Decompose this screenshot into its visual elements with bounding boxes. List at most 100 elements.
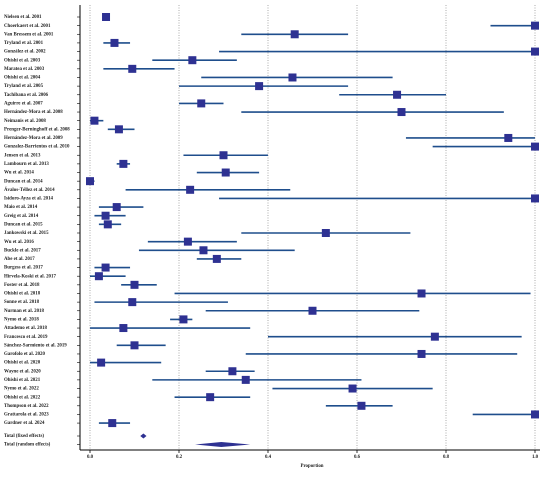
point-estimate <box>531 194 539 203</box>
study-label: Thompson et al. 2022 <box>4 404 49 409</box>
point-estimate <box>348 384 357 393</box>
point-estimate <box>179 315 188 324</box>
study-label: Hirvela-Koski et al. 2017 <box>4 274 56 279</box>
study-label: Burgess et al. 2017 <box>4 266 43 271</box>
summary-label: Total (random effects) <box>4 443 51 448</box>
study-label: Prenger-Berninghoff et al. 2008 <box>4 127 70 132</box>
study-label: Duncan et al. 2015 <box>4 222 43 227</box>
point-estimate <box>97 358 106 367</box>
study-label: Choerkaert et al. 2001 <box>4 24 51 29</box>
x-tick-label: 0.8 <box>443 455 450 460</box>
study-label: Tryland et al. 2005 <box>4 84 44 89</box>
study-label: Ohishi et al. 2003 <box>4 58 41 63</box>
study-label: Attademo et al. 2018 <box>4 326 47 331</box>
point-estimate <box>199 246 208 255</box>
study-label: Ohishi et al. 2021 <box>4 378 41 383</box>
summary-label: Total (fixed effects) <box>4 434 44 439</box>
study-label: Foster et al. 2018 <box>4 283 40 288</box>
study-label: Nymo et al. 2022 <box>4 387 39 392</box>
study-label: Tryland et al. 2001 <box>4 41 44 46</box>
point-estimate <box>206 393 215 402</box>
study-label: Ohishi et al. 2022 <box>4 395 41 400</box>
x-tick-label: 0.4 <box>265 455 272 460</box>
study-label: Nymo et al. 2018 <box>4 318 39 323</box>
study-label: Van Bressem et al. 2001 <box>4 32 54 37</box>
study-label: Wu et al. 2016 <box>4 240 34 245</box>
point-estimate <box>531 142 539 151</box>
point-estimate <box>101 211 110 220</box>
study-label: Sánchez-Sarmiento et al. 2019 <box>4 343 67 348</box>
point-estimate <box>357 401 366 410</box>
study-label: Aguirre et al. 2007 <box>4 102 43 107</box>
point-estimate <box>221 168 230 177</box>
study-label: Tachibana et al. 2006 <box>4 93 49 98</box>
study-label: Grattarola et al. 2023 <box>4 413 49 418</box>
study-label: Ohishi et al. 2004 <box>4 76 41 81</box>
study-label: Nurman et al. 2018 <box>4 309 44 314</box>
study-label: Ávalos-Téllez et al. 2014 <box>4 187 55 193</box>
study-label: Garofolo et al. 2020 <box>4 352 45 357</box>
point-estimate <box>255 82 264 91</box>
x-tick-label: 0.2 <box>176 455 183 460</box>
point-estimate <box>94 272 103 281</box>
study-label: Hernández-Mora et al. 2008 <box>4 110 63 115</box>
study-label: Wu et al. 2014 <box>4 171 34 176</box>
study-label: Buckle et al. 2017 <box>4 248 41 253</box>
x-tick-label: 0.0 <box>87 455 94 460</box>
point-estimate <box>86 177 94 186</box>
point-estimate <box>228 367 237 376</box>
point-estimate <box>130 341 139 350</box>
point-estimate <box>417 349 426 358</box>
study-label: Maratea et al. 2003 <box>4 67 45 72</box>
point-estimate <box>241 375 250 384</box>
point-estimate <box>90 116 99 125</box>
point-estimate <box>321 229 330 237</box>
point-estimate <box>114 125 123 134</box>
point-estimate <box>212 254 221 263</box>
point-estimate <box>112 203 121 212</box>
point-estimate <box>128 298 137 307</box>
point-estimate <box>103 220 112 229</box>
study-label: Gardner et al. 2024 <box>4 421 45 426</box>
point-estimate <box>183 237 192 246</box>
study-label: Ohishi et al. 2018 <box>4 292 41 297</box>
point-estimate <box>102 13 111 21</box>
study-label: Jensen et al. 2013 <box>4 153 41 158</box>
summary-diamond <box>140 433 147 439</box>
point-estimate <box>504 133 513 142</box>
study-label: Nielsen et al. 2001 <box>4 15 42 20</box>
point-estimate <box>393 90 402 99</box>
point-estimate <box>130 280 139 289</box>
point-estimate <box>531 410 539 419</box>
study-label: Ohishi et al. 2020 <box>4 361 41 366</box>
study-label: Wayne et al. 2020 <box>4 369 41 374</box>
point-estimate <box>288 73 297 82</box>
point-estimate <box>397 108 406 117</box>
point-estimate <box>531 47 539 56</box>
point-estimate <box>119 324 128 333</box>
point-estimate <box>188 56 197 65</box>
point-estimate <box>531 21 539 30</box>
study-label: Abe et al. 2017 <box>4 257 35 262</box>
point-estimate <box>101 263 110 272</box>
study-label: Hernández-Mora et al. 2009 <box>4 136 63 141</box>
study-label: Sonne et al. 2018 <box>4 300 40 305</box>
study-label: Francesco et al. 2019 <box>4 335 48 340</box>
point-estimate <box>430 332 439 341</box>
study-label: Lambourn et al. 2013 <box>4 162 49 167</box>
point-estimate <box>197 99 206 108</box>
point-estimate <box>110 38 119 47</box>
study-label: Duncan et al. 2014 <box>4 179 43 184</box>
point-estimate <box>290 30 299 39</box>
point-estimate <box>108 419 117 428</box>
study-label: Jankowski et al. 2015 <box>4 231 49 236</box>
study-label: Maio et al. 2014 <box>4 205 38 210</box>
x-tick-label: 1.0 <box>532 455 539 460</box>
study-label: Gonzalez-Barrientos et al. 2010 <box>4 145 70 150</box>
study-label: Neimanis et al. 2008 <box>4 119 46 124</box>
summary-diamond <box>195 442 251 447</box>
study-label: Isidoro-Ayza et al. 2014 <box>4 197 54 202</box>
point-estimate <box>308 306 317 315</box>
point-estimate <box>219 151 228 160</box>
